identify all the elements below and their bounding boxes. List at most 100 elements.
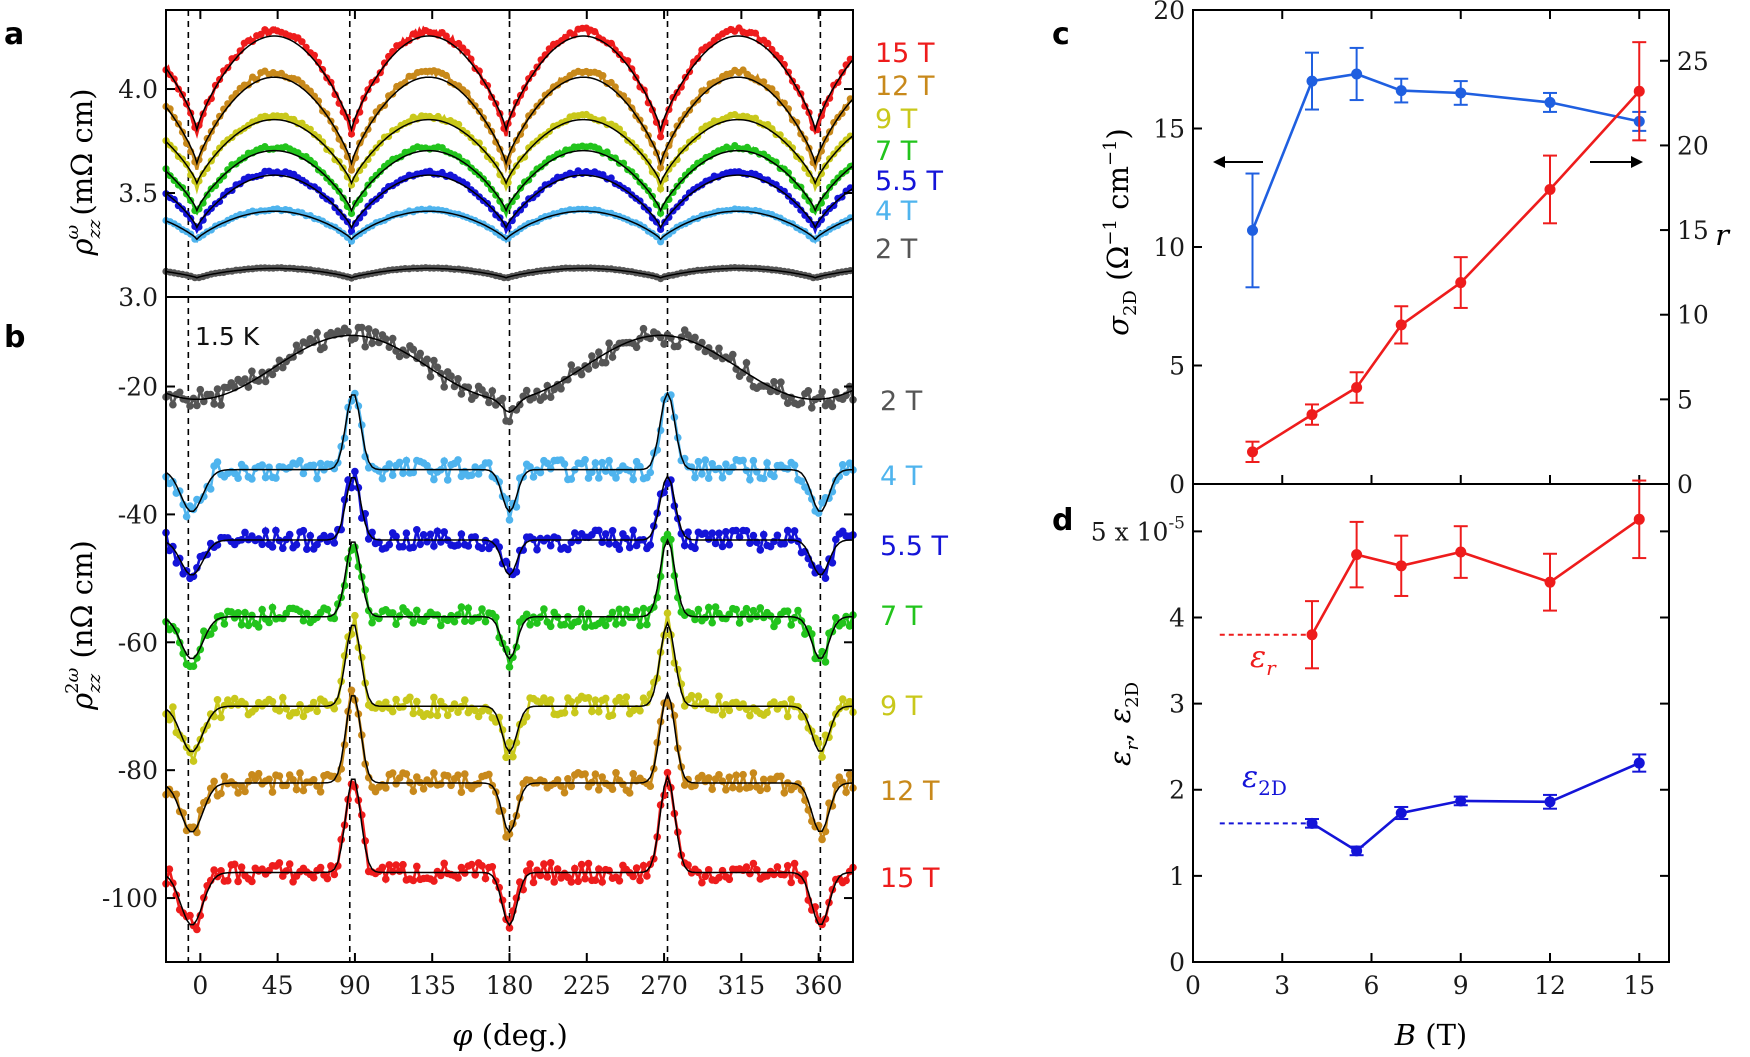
b-data-point — [522, 713, 531, 721]
c-series-line — [1251, 72, 1640, 231]
b-data-point — [430, 693, 438, 702]
b-data-point — [268, 697, 277, 706]
a-data-point — [619, 130, 628, 138]
b-data-point — [763, 459, 771, 467]
b-data-point — [808, 404, 816, 412]
b-data-point — [413, 773, 421, 781]
b-data-point — [268, 543, 277, 551]
d-series-line — [1310, 518, 1641, 636]
a-data-point — [216, 197, 224, 206]
b-data-point — [454, 708, 462, 716]
a-data-point — [257, 30, 265, 38]
b-data-point — [419, 531, 428, 539]
b-data-point — [474, 613, 483, 622]
b-data-point — [426, 780, 435, 788]
b-data-point — [783, 607, 792, 615]
ab-x-ticks: 0 45 90 135 180 225 270 315 360 — [192, 10, 843, 1000]
c-data-point — [1455, 87, 1467, 99]
b-data-point — [732, 771, 740, 780]
b-data-point — [670, 571, 679, 580]
b-data-point — [773, 531, 782, 540]
b-data-point — [540, 393, 548, 401]
y-axis-label-b: ρzz2ω (nΩ cm) — [62, 540, 105, 711]
b-data-point — [316, 459, 325, 468]
a-data-point — [376, 167, 384, 175]
d-data-point — [1544, 796, 1556, 808]
a-data-point — [793, 118, 801, 126]
b-data-point — [488, 387, 497, 395]
b-data-point — [426, 372, 435, 381]
b-data-point — [715, 873, 723, 882]
b-data-point — [296, 456, 304, 465]
b-data-point — [258, 461, 267, 469]
b-data-point — [742, 359, 751, 367]
b-data-point — [567, 475, 576, 483]
ab-x-tick-label: 45 — [262, 971, 294, 1000]
b-data-point — [248, 367, 256, 376]
b-data-point — [577, 370, 586, 379]
b-data-point — [759, 530, 768, 539]
a-data-point — [805, 216, 813, 224]
b-data-point — [358, 323, 366, 332]
b-data-point — [818, 835, 826, 844]
d-series-label-r: εr — [1250, 640, 1277, 680]
arrow-left-icon — [1213, 156, 1263, 168]
b-data-point — [546, 393, 555, 402]
a-data-point — [797, 206, 805, 214]
b-data-point — [718, 473, 727, 482]
b-data-point — [622, 605, 631, 614]
b-data-point — [584, 474, 593, 482]
b-data-point — [237, 863, 246, 871]
b-data-point — [388, 867, 397, 876]
b-data-point — [382, 784, 390, 792]
c-data-point — [1247, 224, 1258, 236]
b-data-point — [378, 863, 387, 872]
b-data-point — [629, 526, 637, 535]
a-series-7T — [162, 142, 854, 219]
b-data-point — [248, 877, 256, 886]
a-y-tick-label: 3.0 — [118, 283, 158, 312]
b-data-point — [797, 477, 806, 486]
a-data-point — [677, 83, 685, 91]
b-data-point — [351, 334, 359, 343]
b-data-point — [402, 456, 411, 465]
b-data-point — [189, 394, 198, 403]
b-data-point — [402, 351, 411, 359]
b-data-point — [529, 878, 538, 887]
a-data-point — [657, 133, 665, 141]
b-data-point — [320, 343, 328, 352]
b-data-point — [409, 787, 418, 795]
b-data-point — [392, 532, 400, 541]
b-data-point — [272, 526, 280, 535]
b-data-point — [749, 859, 758, 868]
ab-x-tick-label: 135 — [408, 971, 456, 1000]
b-data-point — [780, 539, 789, 548]
a-data-point — [298, 38, 306, 46]
b-data-point — [663, 609, 672, 617]
b-data-point — [303, 609, 311, 618]
b-data-point — [742, 527, 751, 535]
b-data-point — [581, 456, 589, 464]
a-data-point — [591, 28, 599, 36]
b-data-point — [584, 365, 593, 373]
b-data-point — [612, 620, 620, 628]
b-data-point — [783, 712, 792, 721]
b-data-point — [399, 860, 407, 869]
b-y-tick-label: -60 — [118, 628, 158, 657]
c-series-left — [1245, 46, 1647, 289]
b-fit-line — [165, 691, 854, 834]
x-axis-label-ab: φ (deg.) — [452, 1018, 568, 1052]
a-fit-line — [165, 76, 853, 166]
b-data-point — [220, 772, 229, 781]
b-data-point — [206, 485, 215, 493]
b-data-point — [213, 696, 222, 704]
b-data-point — [464, 604, 473, 612]
ab-x-tick-label: 270 — [640, 971, 688, 1000]
b-data-point — [643, 698, 651, 707]
b-data-point — [217, 789, 225, 798]
b-data-point — [402, 529, 411, 537]
b-data-point — [581, 623, 589, 631]
b-data-point — [409, 876, 418, 885]
b-data-point — [272, 364, 280, 373]
b-data-point — [735, 619, 744, 627]
